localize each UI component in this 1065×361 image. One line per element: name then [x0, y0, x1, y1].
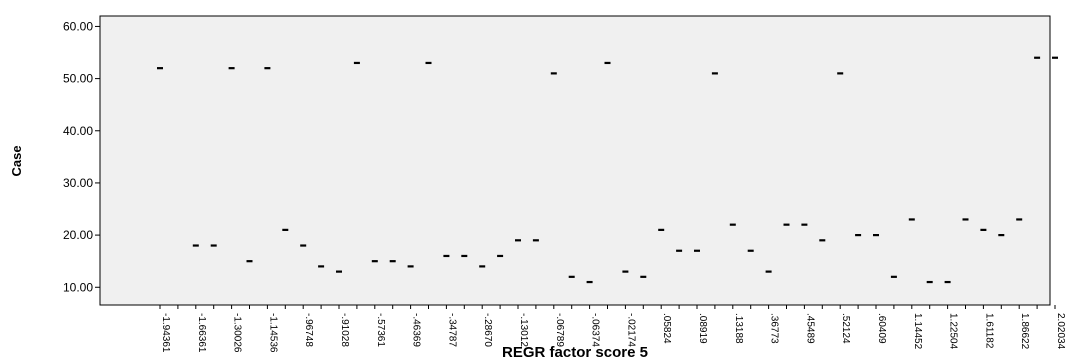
x-tick-label: -.06374 — [590, 313, 601, 347]
x-tick-label: 1.22504 — [948, 313, 959, 350]
x-tick-label: -.13012 — [518, 313, 529, 347]
x-tick-label: -.46369 — [411, 313, 422, 347]
y-tick-label: 30.00 — [63, 176, 93, 190]
x-tick-label: -.06789 — [554, 313, 565, 347]
x-tick-label: 1.14452 — [912, 313, 923, 350]
y-axis-title: Case — [9, 145, 24, 176]
x-tick-label: .36773 — [769, 313, 780, 344]
plot-area — [99, 15, 1051, 306]
x-tick-label: -.02174 — [625, 313, 636, 347]
x-tick-label: .45489 — [804, 313, 815, 344]
x-tick-label: -1.94361 — [160, 313, 171, 353]
x-tick-label: 2.02034 — [1055, 313, 1065, 350]
x-tick-label: 1.61182 — [983, 313, 994, 349]
data-points — [157, 56, 1058, 284]
x-tick-label: -.96748 — [303, 313, 314, 347]
x-tick-label: .60409 — [876, 313, 887, 344]
y-tick-label: 10.00 — [63, 280, 93, 294]
x-axis-title: REGR factor score 5 — [502, 344, 648, 361]
x-tick-label: .52124 — [840, 313, 851, 344]
y-axis: 10.00 20.00 30.00 40.00 50.00 60.00 — [63, 19, 100, 294]
x-tick-label: -.91028 — [339, 313, 350, 347]
x-tick-label: -1.66361 — [196, 313, 207, 353]
x-tick-label: -1.30026 — [232, 313, 243, 353]
x-tick-label: -.28670 — [482, 313, 493, 347]
x-tick-label: -.57361 — [375, 313, 386, 347]
y-tick-label: 50.00 — [63, 72, 93, 86]
x-axis: -1.94361 -1.66361 -1.30026 -1.14536 -.96748 -… — [159, 305, 1065, 353]
x-tick-label: .13188 — [733, 313, 744, 344]
x-tick-label: 1.86622 — [1019, 313, 1030, 350]
x-tick-label: -1.14536 — [267, 313, 278, 353]
y-tick-label: 20.00 — [63, 228, 93, 242]
x-tick-label: .05824 — [661, 313, 672, 344]
y-tick-label: 40.00 — [63, 124, 93, 138]
x-tick-label: .08919 — [697, 313, 708, 344]
x-tick-label: -.34787 — [446, 313, 457, 347]
y-tick-label: 60.00 — [63, 19, 93, 33]
